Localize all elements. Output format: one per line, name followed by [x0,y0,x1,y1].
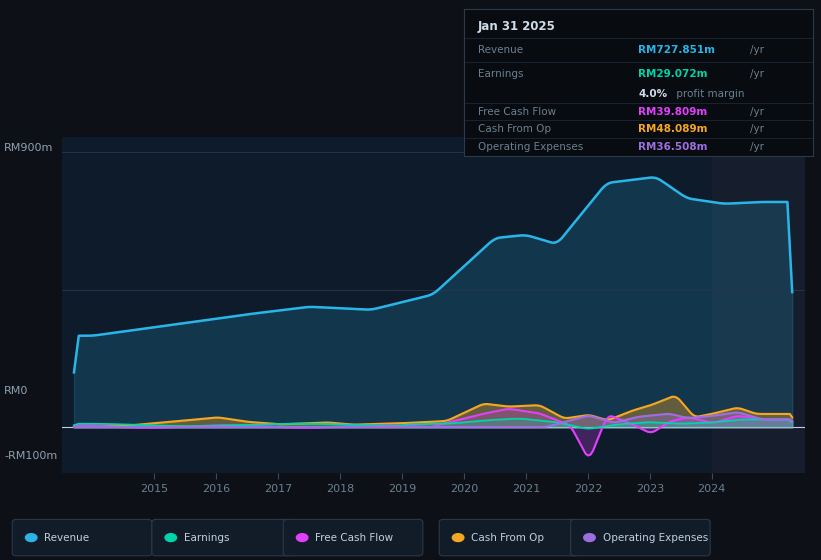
Text: Cash From Op: Cash From Op [471,533,544,543]
Text: Earnings: Earnings [478,68,523,78]
Text: RM29.072m: RM29.072m [639,68,708,78]
Text: RM727.851m: RM727.851m [639,45,715,55]
Text: /yr: /yr [750,106,764,116]
Text: RM900m: RM900m [4,143,53,153]
Text: RM39.809m: RM39.809m [639,106,708,116]
Text: RM0: RM0 [4,386,29,396]
Text: Cash From Op: Cash From Op [478,124,551,134]
Text: /yr: /yr [750,45,764,55]
Text: 4.0%: 4.0% [639,89,667,99]
Text: Operating Expenses: Operating Expenses [603,533,708,543]
Text: Free Cash Flow: Free Cash Flow [315,533,393,543]
Text: Revenue: Revenue [44,533,89,543]
Text: /yr: /yr [750,68,764,78]
Text: Revenue: Revenue [478,45,523,55]
Text: RM36.508m: RM36.508m [639,142,708,152]
Text: Operating Expenses: Operating Expenses [478,142,583,152]
Text: Jan 31 2025: Jan 31 2025 [478,20,556,33]
Text: /yr: /yr [750,142,764,152]
Text: Free Cash Flow: Free Cash Flow [478,106,556,116]
Bar [712,137,805,473]
Text: RM48.089m: RM48.089m [639,124,708,134]
Text: Earnings: Earnings [184,533,229,543]
Text: profit margin: profit margin [673,89,745,99]
Text: /yr: /yr [750,124,764,134]
Text: -RM100m: -RM100m [4,451,57,461]
